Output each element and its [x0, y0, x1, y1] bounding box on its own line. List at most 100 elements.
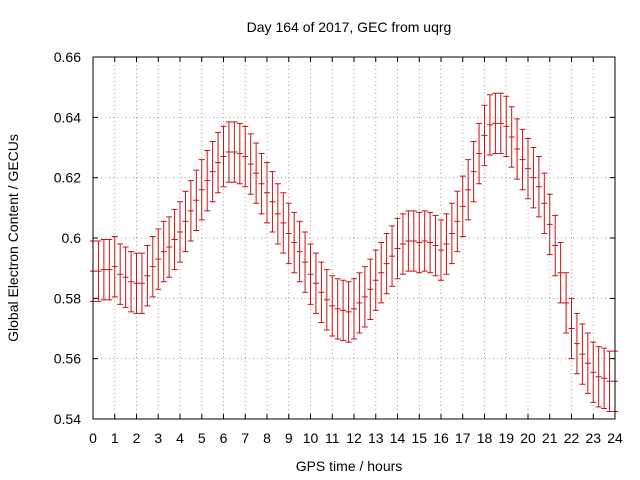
error-bar [486, 94, 493, 156]
error-bar [389, 225, 396, 287]
error-bar [438, 219, 444, 281]
error-bar [149, 235, 156, 298]
error-bar-point [399, 213, 406, 275]
error-bar-point [144, 245, 151, 307]
x-tick-label: 20 [520, 430, 536, 446]
error-bar [274, 183, 281, 245]
error-bar-point [193, 169, 200, 231]
error-bar [454, 190, 461, 253]
error-bar-point [247, 133, 254, 195]
error-bar [160, 220, 167, 283]
error-bar [519, 128, 526, 191]
error-bar-point [258, 153, 265, 215]
error-bar-point [573, 312, 580, 375]
error-bar-point [351, 278, 357, 340]
x-tick-label: 5 [198, 430, 206, 446]
error-bar-point [497, 92, 504, 155]
x-tick-label: 13 [368, 430, 384, 446]
x-tick-label: 2 [133, 430, 141, 446]
error-bar-point [476, 122, 483, 185]
error-bar-point [606, 350, 613, 412]
error-bar-point [514, 118, 521, 180]
error-bar [198, 159, 205, 221]
x-tick-label: 18 [477, 430, 493, 446]
error-bar-point [465, 159, 472, 221]
error-bar [236, 122, 243, 185]
error-bar-point [563, 272, 570, 334]
error-bar [573, 312, 580, 375]
x-tick-label: 15 [411, 430, 427, 446]
x-tick-label: 23 [585, 430, 601, 446]
error-bar [253, 142, 260, 204]
error-bar [345, 281, 352, 343]
error-bar-point [389, 225, 396, 287]
error-bar [122, 246, 129, 308]
y-tick-label: 0.64 [54, 109, 81, 125]
error-bar-point [579, 323, 586, 385]
error-bar-point [111, 235, 118, 298]
error-bar-point [525, 137, 531, 200]
error-bar-point [302, 231, 309, 293]
error-bar-point [345, 281, 352, 343]
error-bar-point [291, 211, 298, 274]
error-bar-point [177, 201, 183, 263]
error-bar [443, 213, 450, 275]
error-bar-point [552, 214, 559, 277]
error-bar-point [182, 190, 189, 253]
grid [93, 57, 615, 419]
error-bar-point [492, 92, 499, 155]
error-bar-point [405, 210, 412, 272]
error-bar [264, 162, 270, 224]
error-bar [111, 235, 118, 298]
error-bar [323, 269, 330, 331]
error-bar-point [323, 269, 330, 331]
error-bar [421, 210, 428, 272]
error-bar-point [535, 156, 542, 218]
error-bar-point [280, 192, 287, 254]
x-tick-label: 16 [433, 430, 449, 446]
error-bar-point [220, 125, 227, 188]
error-bar-point [601, 347, 608, 409]
x-tick-label: 24 [607, 430, 623, 446]
error-bar [448, 202, 455, 265]
error-bar-point [448, 202, 455, 265]
error-bar [356, 272, 363, 334]
error-bar [416, 211, 423, 274]
error-bar [312, 252, 319, 314]
error-bar [329, 275, 336, 337]
error-bar-point [438, 219, 444, 281]
error-bar-point [274, 183, 281, 245]
error-bar [595, 346, 602, 408]
error-bar [492, 92, 499, 155]
x-tick-label: 19 [498, 430, 514, 446]
error-bar [530, 147, 537, 209]
error-bar-point [198, 159, 205, 221]
error-bar [497, 92, 504, 155]
error-bar-point [361, 266, 368, 328]
error-bar-point [128, 251, 135, 313]
error-bar-point [486, 94, 493, 156]
error-bar [128, 251, 135, 313]
error-bar [563, 272, 570, 334]
error-bar [557, 242, 564, 304]
x-tick-label: 6 [220, 430, 228, 446]
error-bar-point [356, 272, 363, 334]
error-bar-point [557, 242, 564, 304]
x-tick-label: 12 [346, 430, 362, 446]
error-bar [166, 216, 173, 278]
error-bar-point [530, 147, 537, 209]
error-bar [302, 231, 309, 293]
error-bar [394, 217, 401, 280]
y-tick-label: 0.62 [54, 170, 81, 186]
error-bar [285, 202, 292, 265]
error-bar [171, 208, 178, 271]
error-bar-point [378, 242, 385, 304]
error-bar-point [155, 228, 162, 290]
error-bar [465, 159, 472, 221]
error-bar-point [427, 211, 434, 274]
error-bar-point [340, 279, 347, 342]
error-bar [601, 347, 608, 409]
error-bar-point [329, 275, 336, 337]
error-bar [155, 228, 162, 290]
